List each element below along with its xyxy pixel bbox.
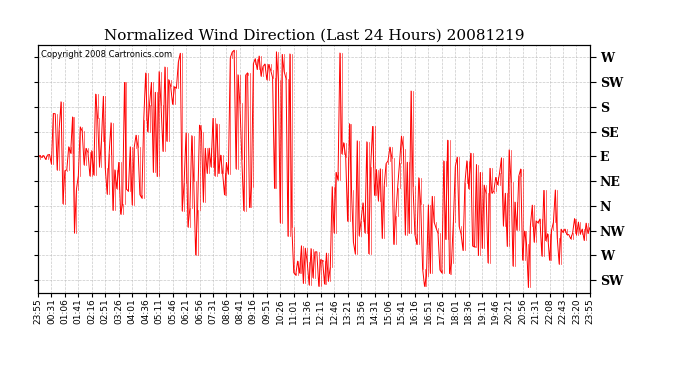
Text: Copyright 2008 Cartronics.com: Copyright 2008 Cartronics.com xyxy=(41,50,172,59)
Title: Normalized Wind Direction (Last 24 Hours) 20081219: Normalized Wind Direction (Last 24 Hours… xyxy=(104,28,524,42)
